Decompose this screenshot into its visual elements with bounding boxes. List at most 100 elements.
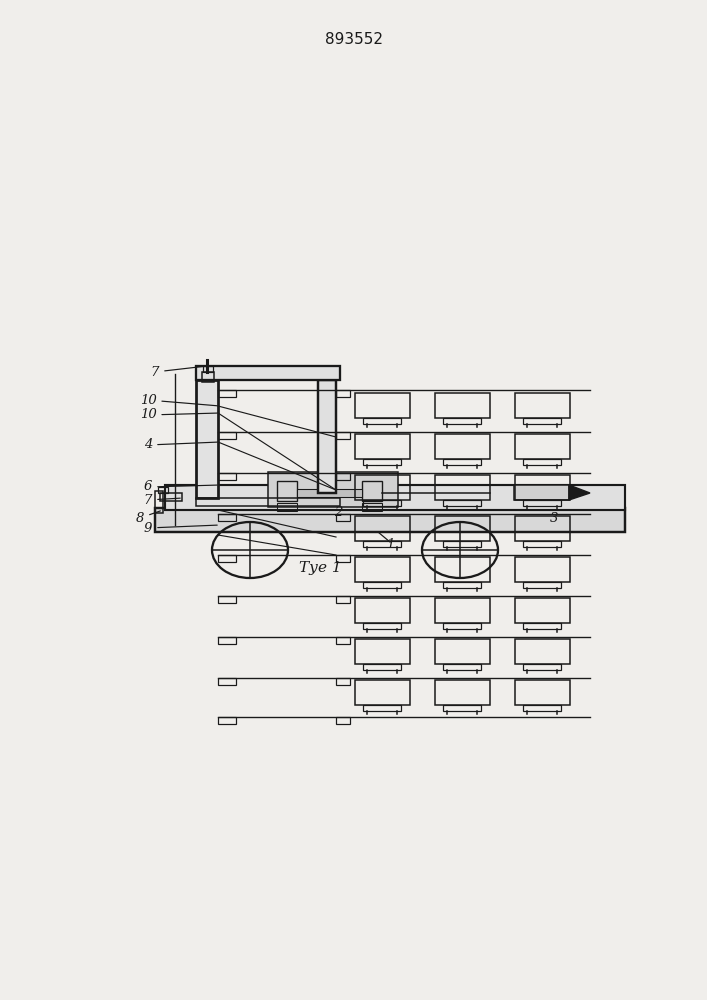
Text: 7: 7 [144,493,180,506]
Bar [435,557,490,582]
Text: 10: 10 [139,408,217,422]
Bar [363,582,401,588]
Bar [443,541,481,547]
Bar [203,366,213,372]
Bar [363,623,401,629]
Bar [435,434,490,459]
Bar [523,705,561,711]
Bar [336,555,350,562]
Bar [355,475,410,500]
Bar [435,680,490,705]
Bar [362,503,382,511]
Bar [355,393,410,418]
Text: 2: 2 [334,506,342,520]
Bar [443,582,481,588]
Bar [523,664,561,670]
Bar [523,459,561,465]
Text: 1: 1 [386,538,395,552]
Bar [165,485,625,510]
Text: 3: 3 [550,512,559,524]
Bar [515,516,570,541]
Bar [363,705,401,711]
Bar [515,434,570,459]
Bar [336,390,350,397]
Bar [218,390,236,397]
Bar [435,475,490,500]
Text: 7: 7 [151,365,204,378]
Bar [355,639,410,664]
Bar [218,432,236,439]
Bar [435,516,490,541]
Bar [355,516,410,541]
Bar [336,637,350,644]
Bar [515,475,570,500]
Circle shape [506,489,513,496]
Bar [355,434,410,459]
Bar [515,557,570,582]
Bar [318,380,336,493]
Text: 893552: 893552 [325,32,382,47]
Text: 8: 8 [136,511,160,524]
Bar [443,664,481,670]
Bar [336,717,350,724]
Bar [218,596,236,603]
Text: 4: 4 [144,438,217,452]
Polygon shape [569,485,590,500]
Bar [443,500,481,506]
Bar [160,493,182,501]
Bar [277,503,297,511]
Bar [336,514,350,521]
Bar [523,418,561,424]
Text: 6: 6 [144,481,217,493]
Bar [155,508,625,532]
Bar [523,541,561,547]
Bar [218,637,236,644]
Bar [336,432,350,439]
Bar [443,705,481,711]
Text: Τуе 1: Τуе 1 [298,561,341,575]
Bar [363,541,401,547]
Bar [515,598,570,623]
Bar [218,717,236,724]
Bar [158,487,168,493]
Circle shape [489,489,496,496]
Bar [155,491,163,513]
Bar [218,473,236,480]
Bar [218,514,236,521]
Bar [435,639,490,664]
Bar [363,500,401,506]
Bar [363,459,401,465]
Bar [277,481,297,501]
Bar [336,596,350,603]
Bar [336,678,350,685]
Bar [355,557,410,582]
Bar [196,380,218,498]
Text: 10: 10 [139,393,217,406]
Bar [523,582,561,588]
Bar [515,680,570,705]
Bar [336,473,350,480]
Bar [443,418,481,424]
Bar [196,498,340,506]
Bar [515,639,570,664]
Bar [218,555,236,562]
Bar [514,485,569,500]
Bar [202,372,214,382]
Bar [268,472,398,507]
Text: 9: 9 [144,522,217,534]
Bar [355,680,410,705]
Bar [363,418,401,424]
Bar [523,623,561,629]
Bar [362,481,382,501]
Bar [435,598,490,623]
Bar [355,598,410,623]
Bar [515,393,570,418]
Bar [443,623,481,629]
Bar [443,459,481,465]
Bar [363,664,401,670]
Bar [218,678,236,685]
Bar [435,393,490,418]
Bar [297,489,362,497]
Bar [523,500,561,506]
Bar [196,366,340,380]
